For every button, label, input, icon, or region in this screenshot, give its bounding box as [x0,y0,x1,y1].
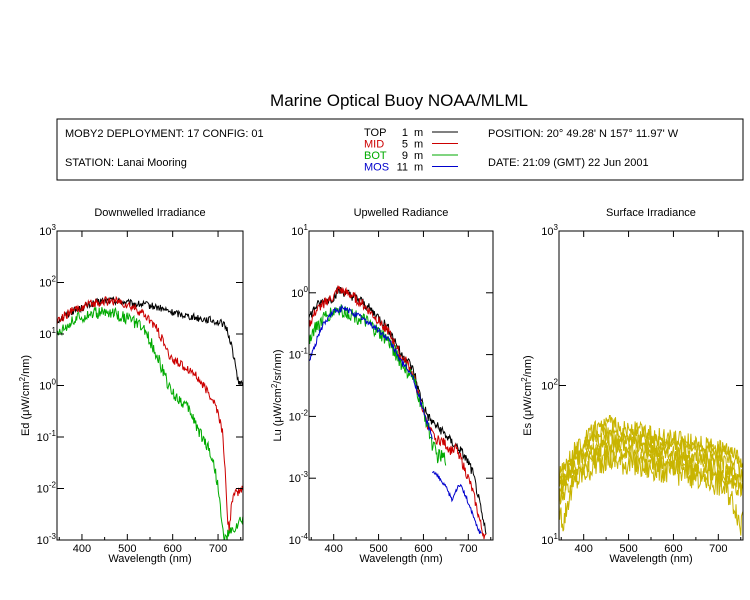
x-tick-label: 400 [73,543,91,555]
y-tick-label: 10-3 [37,532,57,547]
y-tick-label: 100 [291,285,308,300]
y-tick-label: 101 [39,326,56,341]
y-tick-label: 10-1 [289,347,309,362]
legend-depth: 11 [397,162,408,174]
y-tick-label: 10-2 [37,481,57,496]
y-tick-label: 10-2 [289,408,309,423]
legend-depth: 5 [402,139,408,151]
series-line-bot [57,306,243,540]
x-tick-label: 700 [209,543,227,555]
x-axis-label: Wavelength (nm) [359,553,442,565]
y-tick-label: 100 [39,378,56,393]
plot-frame [558,230,744,541]
chart-title: Marine Optical Buoy NOAA/MLML [270,91,528,110]
legend-unit: m [414,127,423,139]
deployment-label: MOBY2 DEPLOYMENT: 17 CONFIG: 01 [65,128,264,140]
chart-panel: Surface Irradiance 400 500 600 700 Wavelength… [520,207,744,565]
date-label: DATE: 21:09 (GMT) 22 Jun 2001 [488,157,649,169]
series-line-mos [309,304,433,440]
panel-title: Upwelled Radiance [354,207,449,219]
x-axis-label: Wavelength (nm) [108,553,191,565]
panel-title: Downwelled Irradiance [94,207,205,219]
series-line-mid [57,295,243,533]
y-tick-label: 101 [291,223,308,238]
y-axis-label: Lu (μW/cm2/sr/nm) [270,349,284,441]
plot-frame [308,230,494,541]
x-tick-label: 600 [664,543,682,555]
x-tick-label: 700 [709,543,727,555]
info-box [56,118,744,181]
y-tick-label: 10-3 [289,470,309,485]
legend-depth: 1 [402,127,408,139]
plot-frame [56,230,244,541]
chart-panel: Upwelled Radiance 400 500 600 700 Wavelength … [270,207,494,565]
legend-name: MOS [364,162,389,174]
legend-depth: 9 [402,150,408,162]
y-tick-label: 102 [39,275,56,290]
x-tick-label: 500 [369,543,387,555]
series-line-es [559,437,743,495]
x-tick-label: 400 [325,543,343,555]
legend-unit: m [414,139,423,151]
series-line-mid [309,285,487,540]
station-label: STATION: Lanai Mooring [65,157,187,169]
series-group [559,415,743,536]
y-axis-label: Ed (μW/cm2/nm) [18,355,32,436]
series-line-top [57,295,243,386]
x-tick-label: 600 [164,543,182,555]
series-line-es [559,444,743,505]
position-label: POSITION: 20° 49.28' N 157° 11.97' W [488,128,679,140]
legend-name: TOP [364,127,386,139]
y-tick-label: 103 [39,223,56,238]
x-axis-label: Wavelength (nm) [609,553,692,565]
series-line-mos [431,470,482,534]
y-tick-label: 103 [541,223,558,238]
series-line-top [309,286,487,535]
x-tick-label: 500 [619,543,637,555]
x-tick-label: 500 [118,543,136,555]
y-tick-label: 102 [541,378,558,393]
x-tick-label: 600 [414,543,432,555]
legend-name: BOT [364,150,387,162]
chart-panel: Downwelled Irradiance 400 500 600 700 Wavelen… [18,207,244,565]
y-axis-label: Es (μW/cm2/nm) [520,355,534,435]
series-group [309,285,487,540]
x-tick-label: 700 [459,543,477,555]
x-tick-label: 400 [575,543,593,555]
series-group [57,295,243,540]
series-line-es [559,448,743,536]
y-tick-label: 10-4 [289,532,309,547]
legend-unit: m [414,150,423,162]
legend-unit: m [414,162,423,174]
y-tick-label: 101 [541,532,558,547]
panel-title: Surface Irradiance [606,207,696,219]
y-tick-label: 10-1 [37,429,57,444]
chart-panels: Downwelled Irradiance 400 500 600 700 Wavelen… [18,207,744,565]
legend-name: MID [364,139,384,151]
